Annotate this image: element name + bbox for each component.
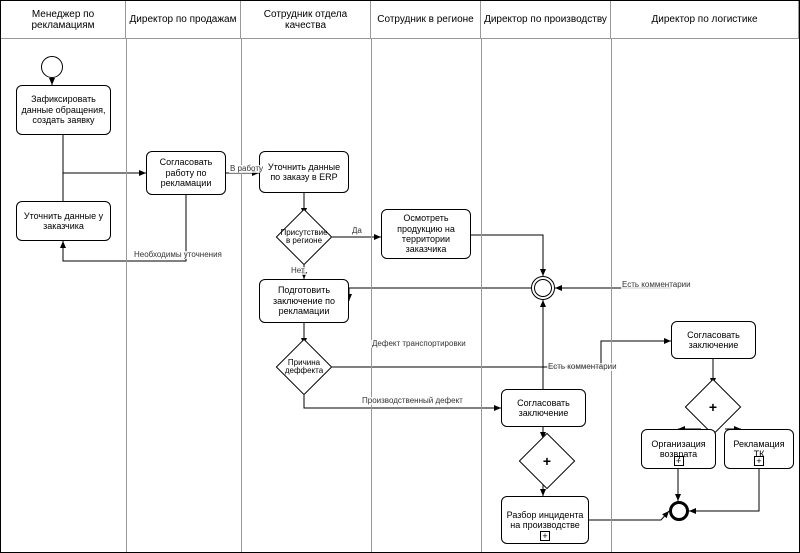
edge-label: Есть комментарии bbox=[621, 281, 692, 289]
lane-separator bbox=[611, 39, 612, 552]
node-n1: Зафиксировать данные обращения, создать … bbox=[16, 85, 111, 135]
node-n8: Согласовать заключение bbox=[671, 321, 756, 359]
node-end1 bbox=[669, 501, 689, 521]
lane-header-lane1: Менеджер по рекламациям bbox=[1, 1, 126, 39]
node-n7: Согласовать заключение bbox=[501, 389, 586, 427]
node-start bbox=[41, 56, 63, 78]
node-dp1: + bbox=[521, 435, 573, 487]
lane-header-lane2: Директор по продажам bbox=[126, 1, 241, 39]
subprocess-expand-icon: + bbox=[674, 456, 684, 466]
node-n11: Рекламация ТК+ bbox=[724, 429, 794, 469]
node-n4: Уточнить данные по заказу в ERP bbox=[259, 151, 349, 193]
lane-separator bbox=[241, 39, 242, 552]
node-d2: Причина деффекта bbox=[278, 341, 330, 393]
edge-label: Есть комментарии bbox=[547, 363, 618, 371]
edge-label: Дефект транспортировки bbox=[371, 340, 467, 348]
lane-header-lane6: Директор по логистике bbox=[611, 1, 799, 39]
node-n2: Уточнить данные у заказчика bbox=[16, 201, 111, 241]
edge-label: Необходимы уточнения bbox=[133, 251, 223, 259]
swimlane-diagram: Менеджер по рекламациямДиректор по прода… bbox=[0, 0, 800, 553]
subprocess-expand-icon: + bbox=[754, 456, 764, 466]
node-d1: Присутствие в регионе bbox=[278, 211, 330, 263]
lane-header-lane5: Директор по производству bbox=[481, 1, 611, 39]
lane-separator bbox=[481, 39, 482, 552]
node-n3: Согласовать работу по рекламации bbox=[146, 151, 226, 195]
node-n9: Разбор инцидента на производстве+ bbox=[501, 496, 589, 544]
lane-header-lane3: Сотрудник отдела качества bbox=[241, 1, 371, 39]
node-n6: Подготовить заключение по рекламации bbox=[259, 279, 349, 323]
node-dp2: + bbox=[687, 381, 739, 433]
lane-separator bbox=[371, 39, 372, 552]
subprocess-expand-icon: + bbox=[540, 531, 550, 541]
edge-label: В работу bbox=[229, 165, 264, 173]
edge-label: Производственный дефект bbox=[361, 397, 464, 405]
edge-label: Нет bbox=[290, 267, 306, 275]
edge-label: Да bbox=[351, 227, 363, 235]
lane-header-lane4: Сотрудник в регионе bbox=[371, 1, 481, 39]
node-g1 bbox=[531, 276, 555, 300]
edges-layer bbox=[1, 1, 799, 552]
node-n5: Осмотреть продукцию на территории заказч… bbox=[381, 209, 471, 259]
lane-separator bbox=[126, 39, 127, 552]
node-n10: Организация возврата+ bbox=[641, 429, 716, 469]
